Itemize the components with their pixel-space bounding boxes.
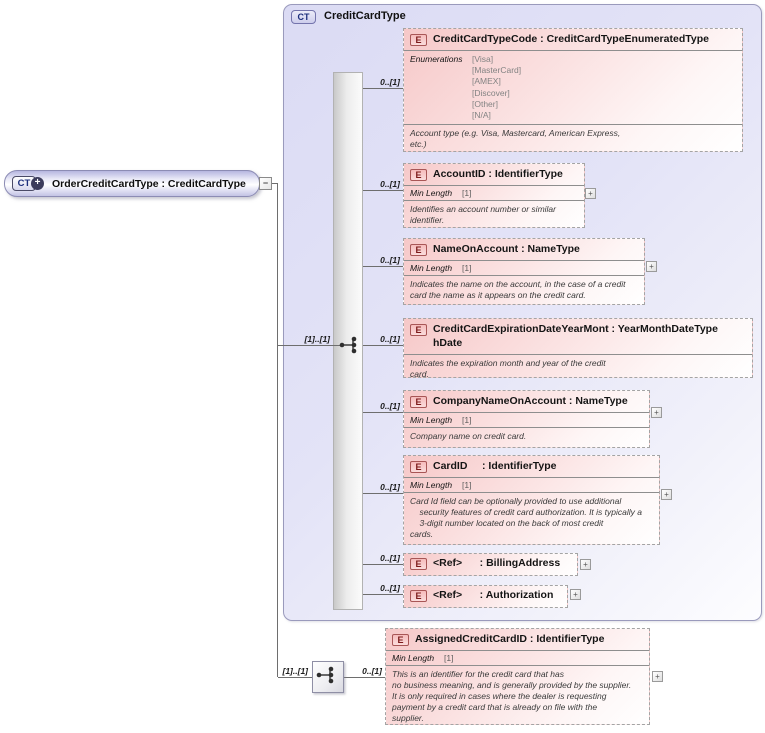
enumerations-section: Enumerations [Visa] [MasterCard] [AMEX] … — [404, 49, 742, 126]
element-title: <Ref> : BillingAddress — [433, 557, 561, 569]
cardinality-label: [1]..[1] — [282, 666, 309, 676]
element-title: CreditCardTypeCode : CreditCardTypeEnume… — [433, 33, 709, 45]
cardinality-label: 0..[1] — [380, 334, 400, 344]
facet-row: Min Length [1] — [386, 649, 649, 666]
element-cardid[interactable]: E CardID : IdentifierType Min Length [1]… — [403, 455, 660, 545]
connector-line — [278, 677, 312, 678]
expand-toggle[interactable]: + — [570, 589, 581, 600]
element-title: CreditCardExpirationDateYearMont : YearM… — [433, 323, 718, 349]
element-title: AccountID : IdentifierType — [433, 168, 563, 180]
cardinality-label: 0..[1] — [380, 179, 400, 189]
connector-line — [363, 493, 403, 494]
sequence-icon — [315, 665, 341, 690]
sequence-bar — [333, 72, 363, 610]
annotation: Company name on credit card. — [410, 430, 527, 441]
element-nameonaccount[interactable]: E NameOnAccount : NameType Min Length [1… — [403, 238, 645, 305]
element-creditcardtypecode[interactable]: E CreditCardTypeCode : CreditCardTypeEnu… — [403, 28, 743, 152]
annotation: Indicates the name on the account, in th… — [410, 278, 626, 300]
connector-line — [363, 190, 403, 191]
facet-row: Min Length [1] — [404, 411, 649, 428]
element-icon: E — [410, 244, 427, 256]
element-ref-billingaddress[interactable]: E <Ref> : BillingAddress — [403, 553, 578, 576]
connector-line — [363, 564, 403, 565]
connector-line — [278, 345, 340, 346]
element-title: <Ref> : Authorization — [433, 589, 554, 601]
root-node-ordercreditcardtype[interactable]: CT + OrderCreditCardType : CreditCardTyp… — [4, 170, 260, 197]
expand-toggle[interactable]: + — [661, 489, 672, 500]
element-icon: E — [410, 34, 427, 46]
element-title: CompanyNameOnAccount : NameType — [433, 395, 628, 407]
annotation: Indicates the expiration month and year … — [410, 358, 606, 380]
element-title: CardID : IdentifierType — [433, 460, 557, 472]
annotation: Account type (e.g. Visa, Mastercard, Ame… — [410, 128, 621, 150]
expand-toggle[interactable]: + — [652, 671, 663, 682]
annotation: This is an identifier for the credit car… — [392, 668, 632, 723]
element-companynameonaccount[interactable]: E CompanyNameOnAccount : NameType Min Le… — [403, 390, 650, 448]
element-title: AssignedCreditCardID : IdentifierType — [415, 633, 605, 645]
connector-line — [363, 594, 403, 595]
complextype-icon: CT — [291, 10, 316, 24]
connector-line — [363, 88, 403, 89]
connector-line — [363, 266, 403, 267]
element-icon: E — [410, 169, 427, 181]
facet-row: Min Length [1] — [404, 184, 584, 201]
cardinality-label: 0..[1] — [380, 255, 400, 265]
cardinality-label: 0..[1] — [362, 666, 382, 676]
element-icon: E — [410, 590, 427, 602]
sequence-box[interactable] — [312, 661, 344, 693]
expand-toggle[interactable]: + — [651, 407, 662, 418]
expand-toggle[interactable]: + — [585, 188, 596, 199]
connector-line — [277, 183, 278, 677]
sequence-icon[interactable] — [338, 335, 364, 360]
annotation: Identifies an account number or similar … — [410, 203, 556, 225]
element-icon: E — [410, 324, 427, 336]
cardinality-label: [1]..[1] — [304, 334, 331, 344]
cardinality-label: 0..[1] — [380, 401, 400, 411]
element-creditcardexpirationdate[interactable]: E CreditCardExpirationDateYearMont : Yea… — [403, 318, 753, 379]
root-node-label: OrderCreditCardType : CreditCardType — [52, 177, 246, 190]
enumeration-values: [Visa] [MasterCard] [AMEX] [Discover] [O… — [472, 53, 522, 121]
element-assignedcreditcardid[interactable]: E AssignedCreditCardID : IdentifierType … — [385, 628, 650, 725]
annotation: Card Id field can be optionally provided… — [410, 495, 642, 539]
facet-row: Min Length [1] — [404, 476, 659, 493]
facet-row: Min Length [1] — [404, 259, 644, 276]
connector-line — [363, 345, 403, 346]
complextype-title: CreditCardType — [324, 10, 406, 22]
cardinality-label: 0..[1] — [380, 583, 400, 593]
element-icon: E — [410, 396, 427, 408]
complextype-plus-icon: CT + — [12, 176, 44, 191]
element-title: NameOnAccount : NameType — [433, 243, 580, 255]
element-accountid[interactable]: E AccountID : IdentifierType Min Length … — [403, 163, 585, 228]
element-icon: E — [410, 558, 427, 570]
element-icon: E — [392, 634, 409, 646]
element-icon: E — [410, 461, 427, 473]
collapse-toggle[interactable]: − — [259, 177, 272, 190]
cardinality-label: 0..[1] — [380, 553, 400, 563]
cardinality-label: 0..[1] — [380, 482, 400, 492]
cardinality-label: 0..[1] — [380, 77, 400, 87]
expand-toggle[interactable]: + — [580, 559, 591, 570]
expand-toggle[interactable]: + — [646, 261, 657, 272]
connector-line — [272, 183, 278, 184]
connector-line — [344, 677, 385, 678]
element-ref-authorization[interactable]: E <Ref> : Authorization — [403, 585, 568, 608]
connector-line — [363, 412, 403, 413]
